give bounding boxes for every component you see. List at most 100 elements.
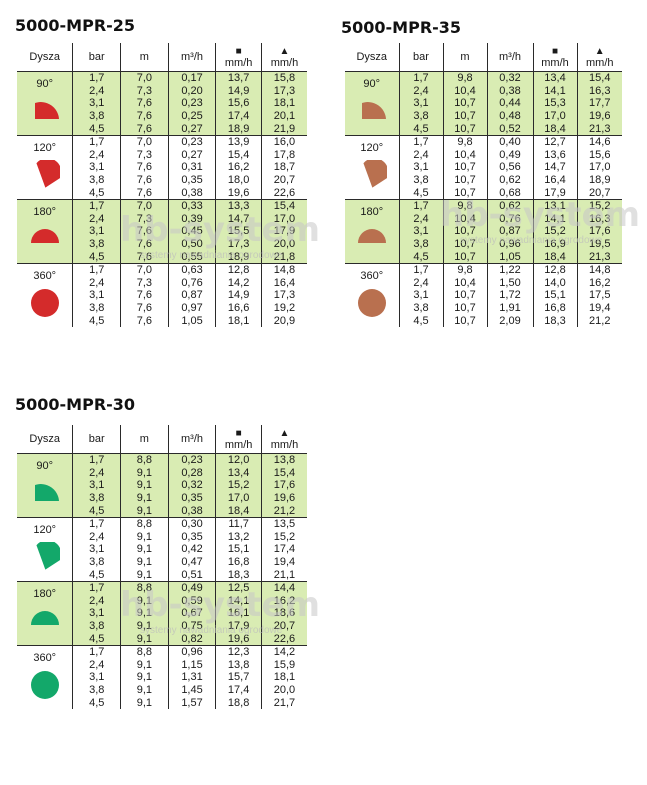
table-cell: 7,6: [120, 250, 169, 264]
nozzle-cell: 360°: [17, 644, 74, 709]
table-cell: 0,32: [487, 70, 534, 85]
table-cell: 1,31: [168, 671, 217, 684]
nozzle-pattern-quarter-icon: [34, 102, 59, 119]
table-row: 3,1 9,1 1,31 15,7 18,1: [17, 671, 307, 684]
table-cell: 10,7: [443, 237, 488, 251]
table-cell: 0,23: [168, 134, 217, 149]
table-row: 90° 1,7 7,0 0,17 13,7 15,8: [17, 70, 307, 136]
table-cell: 17,3: [261, 289, 307, 302]
table-row: 2,4 7,3 0,39 14,7 17,0: [17, 212, 307, 226]
table-cell: 0,62: [487, 173, 534, 187]
table-row: 4,5 7,6 0,38 19,6 22,6: [17, 186, 307, 200]
header-pressure: bar: [72, 43, 122, 72]
table-cell: 0,63: [168, 262, 217, 277]
table-cell: 7,6: [120, 301, 169, 315]
table-cell: 1,05: [487, 250, 534, 264]
table-cell: 16,8: [533, 301, 578, 315]
table-cell: 9,1: [120, 607, 169, 620]
table-cell: 17,0: [577, 161, 622, 174]
table-title-mpr-35: 5000-MPR-35: [341, 18, 462, 37]
table-cell: 1,7: [72, 452, 122, 467]
table-cell: 4,5: [72, 314, 122, 327]
table-cell: 11,7: [215, 516, 262, 531]
table-cell: 9,1: [120, 466, 169, 480]
table-cell: 13,7: [215, 70, 262, 85]
table-row: 360° 1,7 8,8 0,96 12,3 14,2: [17, 644, 307, 709]
table-cell: 17,6: [261, 479, 307, 492]
table-cell: 15,2: [577, 198, 622, 213]
table-cell: 18,1: [261, 97, 307, 110]
table-cell: 21,3: [577, 250, 622, 264]
table-row: 3,8 7,6 0,35 18,0 20,7: [17, 173, 307, 187]
table-cell: 9,1: [120, 479, 169, 492]
nozzle-group: 180° 1,7 7,0 0,33 13,3 15,4 2,4 7,3 0,39 14,7 17,0…: [17, 198, 307, 264]
table-cell: 16,2: [261, 594, 307, 608]
table-cell: 0,32: [168, 479, 217, 492]
table-cell: 15,4: [577, 70, 622, 85]
table-cell: 8,8: [120, 516, 169, 531]
table-cell: 2,4: [72, 148, 122, 162]
table-cell: 16,8: [215, 555, 262, 569]
table-cell: 9,1: [120, 594, 169, 608]
table-cell: 19,6: [215, 632, 262, 646]
header-precip-square: ■ mm/h: [215, 425, 262, 454]
table-cell: 17,6: [577, 225, 622, 238]
table-cell: 15,4: [261, 466, 307, 480]
nozzle-angle: 360°: [33, 269, 57, 282]
table-row: 4,5 10,7 0,68 17,9 20,7: [345, 186, 622, 200]
nozzle-cell: 120°: [17, 134, 74, 200]
table-cell: 7,6: [120, 173, 169, 187]
table-cell: 0,33: [168, 198, 217, 213]
table-cell: 7,6: [120, 97, 169, 110]
nozzle-group: 90° 1,7 8,8 0,23 12,0 13,8 2,4 9,1 0,28 13,4 15,4 3…: [17, 452, 307, 518]
nozzle-group: 90° 1,7 7,0 0,17 13,7 15,8 2,4 7,3 0,20 14,9 17,3 3…: [17, 70, 307, 136]
table-cell: 17,9: [215, 619, 262, 633]
table-cell: 3,1: [72, 97, 122, 110]
table-cell: 0,25: [168, 109, 217, 123]
table-cell: 2,4: [399, 148, 444, 162]
table-cell: 0,87: [487, 225, 534, 238]
nozzle-group: 120° 1,7 8,8 0,30 11,7 13,5 2,4 9,1 0,35 13,2 15,2…: [17, 516, 307, 582]
table-row: 4,5 9,1 1,57 18,8 21,7: [17, 696, 307, 709]
table-cell: 3,1: [72, 607, 122, 620]
table-row: 4,5 9,1 0,38 18,4 21,2: [17, 504, 307, 518]
table-cell: 21,2: [577, 314, 622, 327]
table-cell: 17,4: [215, 683, 262, 697]
table-row: 2,4 7,3 0,27 15,4 17,8: [17, 148, 307, 162]
table-cell: 15,5: [215, 225, 262, 238]
table-row: 3,8 10,7 0,62 16,4 18,9: [345, 173, 622, 187]
table-cell: 14,7: [533, 161, 578, 174]
table-row: 4,5 7,6 0,27 18,9 21,9: [17, 122, 307, 136]
header-radius: m: [443, 43, 488, 72]
table-cell: 18,4: [533, 122, 578, 136]
table-cell: 13,8: [215, 658, 262, 672]
table-cell: 0,50: [168, 237, 217, 251]
table-cell: 4,5: [72, 122, 122, 136]
table-row: 120° 1,7 7,0 0,23 13,9 16,0: [17, 134, 307, 200]
header-pressure: bar: [72, 425, 122, 454]
performance-table-mpr-25: Dysza bar m m³/h ■ mm/h ▲ mm/h 90° 1,7 7,0 0,17 13,7…: [17, 43, 307, 327]
table-cell: 10,7: [443, 109, 488, 123]
table-cell: 1,7: [399, 262, 444, 277]
table-cell: 17,7: [577, 97, 622, 110]
nozzle-cell: 360°: [17, 262, 74, 327]
table-cell: 1,7: [72, 644, 122, 659]
table-cell: 1,15: [168, 658, 217, 672]
table-cell: 3,1: [72, 161, 122, 174]
table-title-mpr-30: 5000-MPR-30: [15, 395, 136, 414]
table-cell: 3,1: [72, 225, 122, 238]
table-cell: 4,5: [399, 122, 444, 136]
table-cell: 7,3: [120, 84, 169, 98]
table-cell: 1,50: [487, 276, 534, 290]
table-title-mpr-25: 5000-MPR-25: [15, 16, 136, 35]
table-cell: 17,4: [215, 109, 262, 123]
table-row: 90° 1,7 9,8 0,32 13,4 15,4: [345, 70, 622, 136]
table-cell: 0,59: [168, 594, 217, 608]
nozzle-cell: 180°: [17, 580, 74, 646]
table-cell: 17,0: [215, 491, 262, 505]
table-cell: 17,8: [261, 148, 307, 162]
table-cell: 18,4: [215, 504, 262, 518]
table-cell: 0,96: [487, 237, 534, 251]
table-cell: 10,7: [443, 250, 488, 264]
table-cell: 2,4: [72, 658, 122, 672]
